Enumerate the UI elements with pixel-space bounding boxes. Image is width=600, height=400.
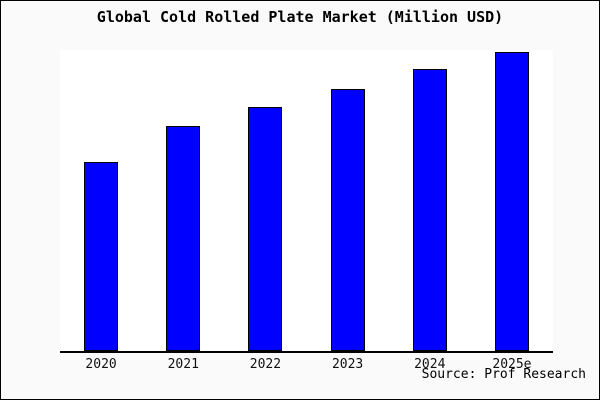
bar-2021 — [166, 126, 201, 351]
plot-area — [60, 50, 553, 353]
x-tick-label-2022: 2022 — [249, 357, 282, 372]
chart-title: Global Cold Rolled Plate Market (Million… — [96, 8, 504, 26]
bars-container — [60, 50, 553, 351]
bar-slot-2023 — [307, 50, 389, 351]
x-tick-label-2025e: 2025e — [492, 357, 532, 372]
bar-2023 — [330, 88, 365, 351]
bar-2025e — [494, 51, 529, 351]
bar-2024 — [412, 69, 447, 351]
source-credit: Source: Prof Research — [421, 367, 586, 382]
bar-slot-2022 — [224, 50, 306, 351]
bar-2022 — [248, 106, 283, 351]
x-tick-label-2020: 2020 — [85, 357, 117, 372]
x-axis-labels: 2020 2021 2022 2023 2024 2025e — [60, 357, 553, 372]
x-tick-label-2024: 2024 — [414, 357, 446, 372]
bar-slot-2025e — [471, 50, 553, 351]
x-tick-label-2023: 2023 — [331, 357, 364, 372]
x-tick-label-2021: 2021 — [167, 357, 199, 372]
bar-slot-2020 — [60, 50, 142, 351]
bar-slot-2021 — [142, 50, 224, 351]
bar-2020 — [84, 162, 119, 351]
bar-slot-2024 — [389, 50, 471, 351]
